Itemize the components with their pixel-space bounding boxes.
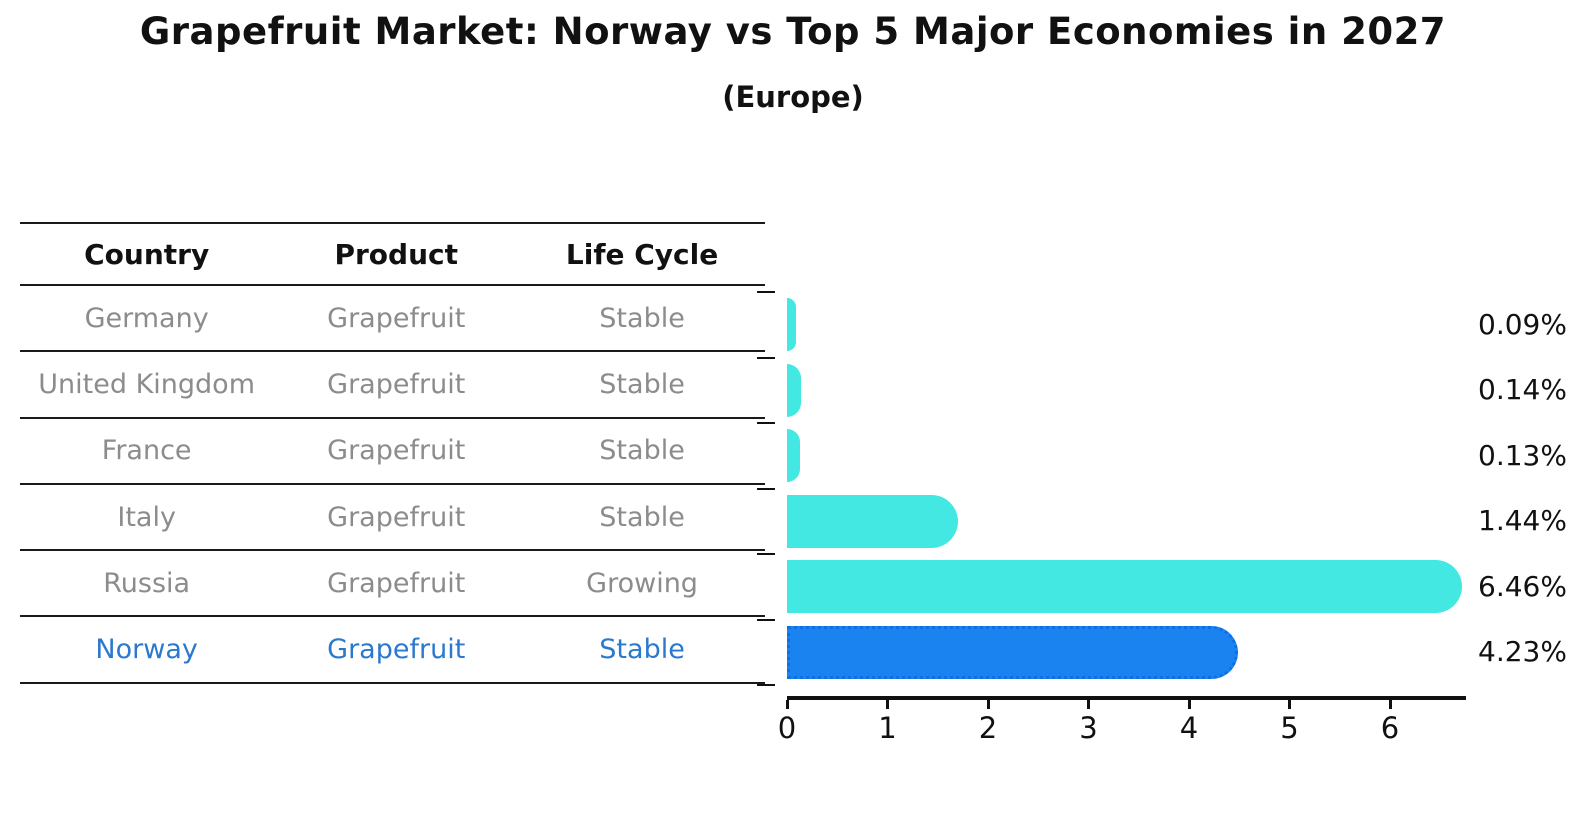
table-cell-life-cycle: Stable xyxy=(599,302,685,334)
bar-germany xyxy=(787,298,797,352)
table-cell-product: Grapefruit xyxy=(327,501,466,533)
table-cell-country: Russia xyxy=(103,567,191,599)
table-row-norway: Norway Grapefruit Stable xyxy=(20,617,765,684)
x-axis-tick xyxy=(1388,700,1392,709)
table-row-russia: Russia Grapefruit Growing xyxy=(20,551,765,618)
value-label-germany: 0.09% xyxy=(1478,307,1567,341)
y-axis-tick xyxy=(757,487,775,490)
x-axis-tick-label: 5 xyxy=(1280,711,1299,745)
table-cell-life-cycle: Stable xyxy=(599,634,685,666)
table-cell-life-cycle: Growing xyxy=(586,567,698,599)
table-row-france: France Grapefruit Stable xyxy=(20,419,765,485)
x-axis-line xyxy=(787,696,1466,700)
x-axis-tick-label: 0 xyxy=(777,711,797,745)
table-row-germany: Germany Grapefruit Stable xyxy=(20,286,765,353)
table-row-united-kingdom: United Kingdom Grapefruit Stable xyxy=(20,352,765,419)
bar-united-kingdom xyxy=(787,363,802,417)
x-axis-tick-label: 6 xyxy=(1380,711,1400,745)
x-axis-tick xyxy=(1087,700,1090,709)
y-axis-tick xyxy=(757,553,775,555)
table-cell-country: United Kingdom xyxy=(38,368,255,400)
table-row-italy: Italy Grapefruit Stable xyxy=(20,485,765,552)
table-cell-country: Italy xyxy=(117,501,176,533)
bar-plot-area xyxy=(787,292,1466,685)
y-axis-tick xyxy=(757,422,775,424)
value-label-russia: 6.46% xyxy=(1478,569,1567,603)
table-header-product: Product xyxy=(334,237,458,271)
chart-title: Grapefruit Market: Norway vs Top 5 Major… xyxy=(139,10,1447,53)
x-axis-tick xyxy=(986,700,990,709)
table-cell-country: Norway xyxy=(95,634,198,666)
table-cell-life-cycle: Stable xyxy=(599,368,685,400)
table-cell-life-cycle: Stable xyxy=(599,501,685,533)
table-header-country: Country xyxy=(84,237,210,271)
table-cell-product: Grapefruit xyxy=(327,368,466,400)
value-label-italy: 1.44% xyxy=(1478,504,1567,538)
x-axis-tick xyxy=(1288,700,1291,709)
bar-france xyxy=(787,429,801,483)
table-cell-country: Germany xyxy=(84,302,209,334)
x-axis-tick-label: 3 xyxy=(1079,711,1098,745)
x-axis-tick-label: 2 xyxy=(978,711,998,745)
table-cell-product: Grapefruit xyxy=(327,567,466,599)
value-label-united-kingdom: 0.14% xyxy=(1478,373,1567,407)
y-axis-tick xyxy=(757,618,775,621)
table-cell-life-cycle: Stable xyxy=(599,435,685,467)
bar-norway-highlighted xyxy=(787,625,1239,679)
chart-subtitle: (Europe) xyxy=(722,80,864,114)
x-axis-tick xyxy=(1187,700,1191,709)
table-body: Germany Grapefruit Stable United Kingdom Gra… xyxy=(20,286,765,684)
x-axis-tick xyxy=(886,700,889,709)
table-cell-product: Grapefruit xyxy=(327,435,466,467)
y-axis-tick xyxy=(757,291,775,293)
value-label-norway: 4.23% xyxy=(1478,635,1567,669)
table-cell-product: Grapefruit xyxy=(327,302,466,334)
table-cell-country: France xyxy=(101,435,192,467)
bar-russia xyxy=(787,560,1463,614)
table-header-life-cycle: Life Cycle xyxy=(565,237,719,271)
comparison-table: Country Product Life Cycle Germany Grapef… xyxy=(20,222,765,684)
bar-italy xyxy=(787,494,958,548)
x-axis-tick-label: 4 xyxy=(1179,711,1199,745)
x-axis-tick xyxy=(785,700,789,709)
y-axis-tick xyxy=(757,684,775,686)
y-axis-tick xyxy=(757,356,775,359)
x-axis-tick-label: 1 xyxy=(878,711,897,745)
table-cell-product: Grapefruit xyxy=(327,634,466,666)
value-label-france: 0.13% xyxy=(1478,438,1567,472)
table-header-row: Country Product Life Cycle xyxy=(20,222,765,286)
